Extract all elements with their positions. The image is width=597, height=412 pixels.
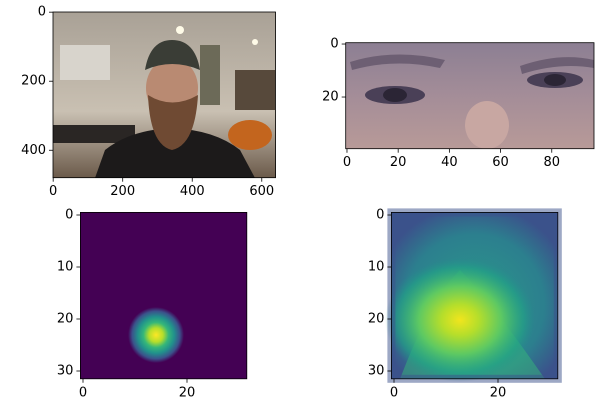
- y-tick-label: 0: [330, 37, 338, 52]
- y-tick-label: 30: [368, 364, 385, 379]
- x-tick-label: 0: [390, 385, 398, 400]
- x-tick-label: 600: [249, 184, 274, 199]
- x-tick-label: 80: [543, 155, 560, 170]
- y-tick-label: 0: [376, 208, 384, 223]
- x-tick-label: 0: [49, 184, 57, 199]
- y-tick-label: 0: [38, 5, 46, 20]
- x-tick-label: 0: [79, 385, 87, 400]
- x-tick-label: 0: [343, 155, 351, 170]
- x-tick-label: 200: [110, 184, 135, 199]
- y-tick-label: 0: [65, 208, 73, 223]
- x-tick-label: 20: [390, 155, 407, 170]
- y-tick-label: 20: [322, 90, 339, 105]
- y-tick-label: 20: [57, 312, 74, 327]
- y-tick-label: 30: [57, 364, 74, 379]
- y-tick-label: 10: [368, 260, 385, 275]
- y-tick-label: 200: [21, 74, 46, 89]
- x-tick-label: 40: [441, 155, 458, 170]
- heatmap-image: [385, 212, 558, 382]
- figure: 0200400600020040002040608002002001020300…: [0, 0, 597, 412]
- webcam-image: [53, 12, 276, 178]
- eyes-crop-image: [346, 43, 594, 149]
- heatmap-image: [80, 212, 246, 378]
- y-tick-label: 400: [21, 143, 46, 158]
- x-tick-label: 20: [490, 385, 507, 400]
- x-tick-label: 20: [179, 385, 196, 400]
- x-tick-label: 400: [180, 184, 205, 199]
- y-tick-label: 10: [57, 260, 74, 275]
- x-tick-label: 60: [492, 155, 509, 170]
- y-tick-label: 20: [368, 312, 385, 327]
